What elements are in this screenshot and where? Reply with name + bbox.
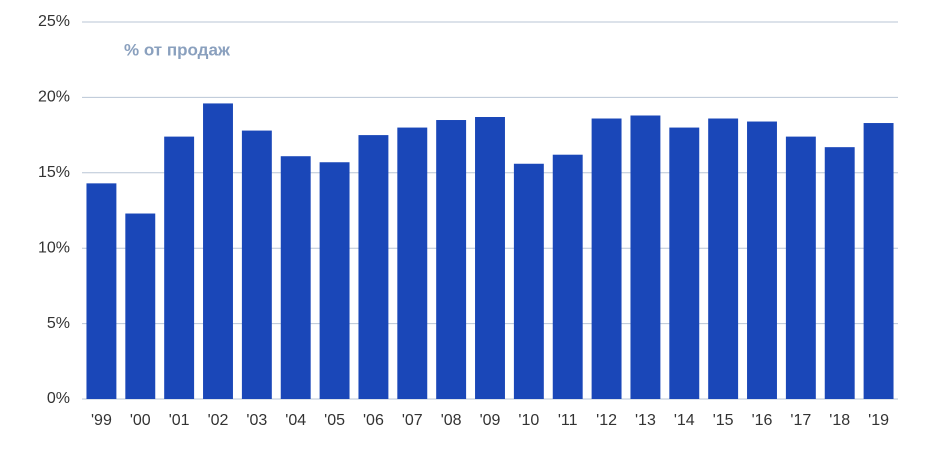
x-tick-label: '00 bbox=[130, 412, 151, 429]
bar bbox=[863, 123, 894, 399]
bar bbox=[630, 115, 661, 399]
x-tick-label: '05 bbox=[324, 412, 345, 429]
bar bbox=[591, 118, 622, 400]
bar bbox=[824, 147, 855, 399]
x-tick-label: '08 bbox=[441, 412, 462, 429]
x-tick-label: '18 bbox=[829, 412, 850, 429]
x-tick-label: '09 bbox=[480, 412, 501, 429]
x-tick-label: '07 bbox=[402, 412, 423, 429]
chart-title: % от продаж bbox=[124, 40, 231, 59]
y-tick-label: 20% bbox=[38, 89, 70, 106]
x-tick-label: '15 bbox=[713, 412, 734, 429]
y-tick-label: 10% bbox=[38, 239, 70, 256]
bar bbox=[785, 136, 816, 399]
x-tick-label: '03 bbox=[246, 412, 267, 429]
bar bbox=[397, 127, 428, 399]
bar bbox=[475, 117, 505, 399]
bar bbox=[280, 156, 311, 399]
bar bbox=[436, 120, 467, 400]
bar bbox=[203, 103, 233, 399]
bar bbox=[241, 130, 272, 400]
x-tick-label: '11 bbox=[558, 412, 578, 429]
x-tick-label: '10 bbox=[518, 412, 539, 429]
x-tick-label: '01 bbox=[169, 412, 190, 429]
y-tick-label: 25% bbox=[38, 13, 70, 30]
bar bbox=[319, 162, 350, 399]
y-tick-label: 0% bbox=[47, 390, 70, 407]
x-tick-label: '14 bbox=[674, 412, 695, 429]
bar bbox=[669, 127, 700, 399]
bar bbox=[358, 135, 389, 399]
y-tick-label: 5% bbox=[47, 315, 70, 332]
y-tick-label: 15% bbox=[38, 164, 70, 181]
x-tick-label: '13 bbox=[635, 412, 656, 429]
x-tick-label: '17 bbox=[790, 412, 811, 429]
bar bbox=[747, 121, 777, 399]
x-tick-label: '04 bbox=[285, 412, 306, 429]
bar bbox=[125, 213, 156, 399]
bar bbox=[164, 136, 195, 399]
x-tick-label: '99 bbox=[91, 412, 112, 429]
bar bbox=[513, 163, 544, 399]
bar bbox=[708, 118, 739, 400]
x-tick-label: '16 bbox=[752, 412, 773, 429]
x-tick-label: '02 bbox=[208, 412, 229, 429]
x-tick-label: '19 bbox=[868, 412, 889, 429]
x-tick-label: '12 bbox=[596, 412, 617, 429]
bar bbox=[552, 154, 583, 399]
x-tick-label: '06 bbox=[363, 412, 384, 429]
bar bbox=[86, 183, 117, 399]
